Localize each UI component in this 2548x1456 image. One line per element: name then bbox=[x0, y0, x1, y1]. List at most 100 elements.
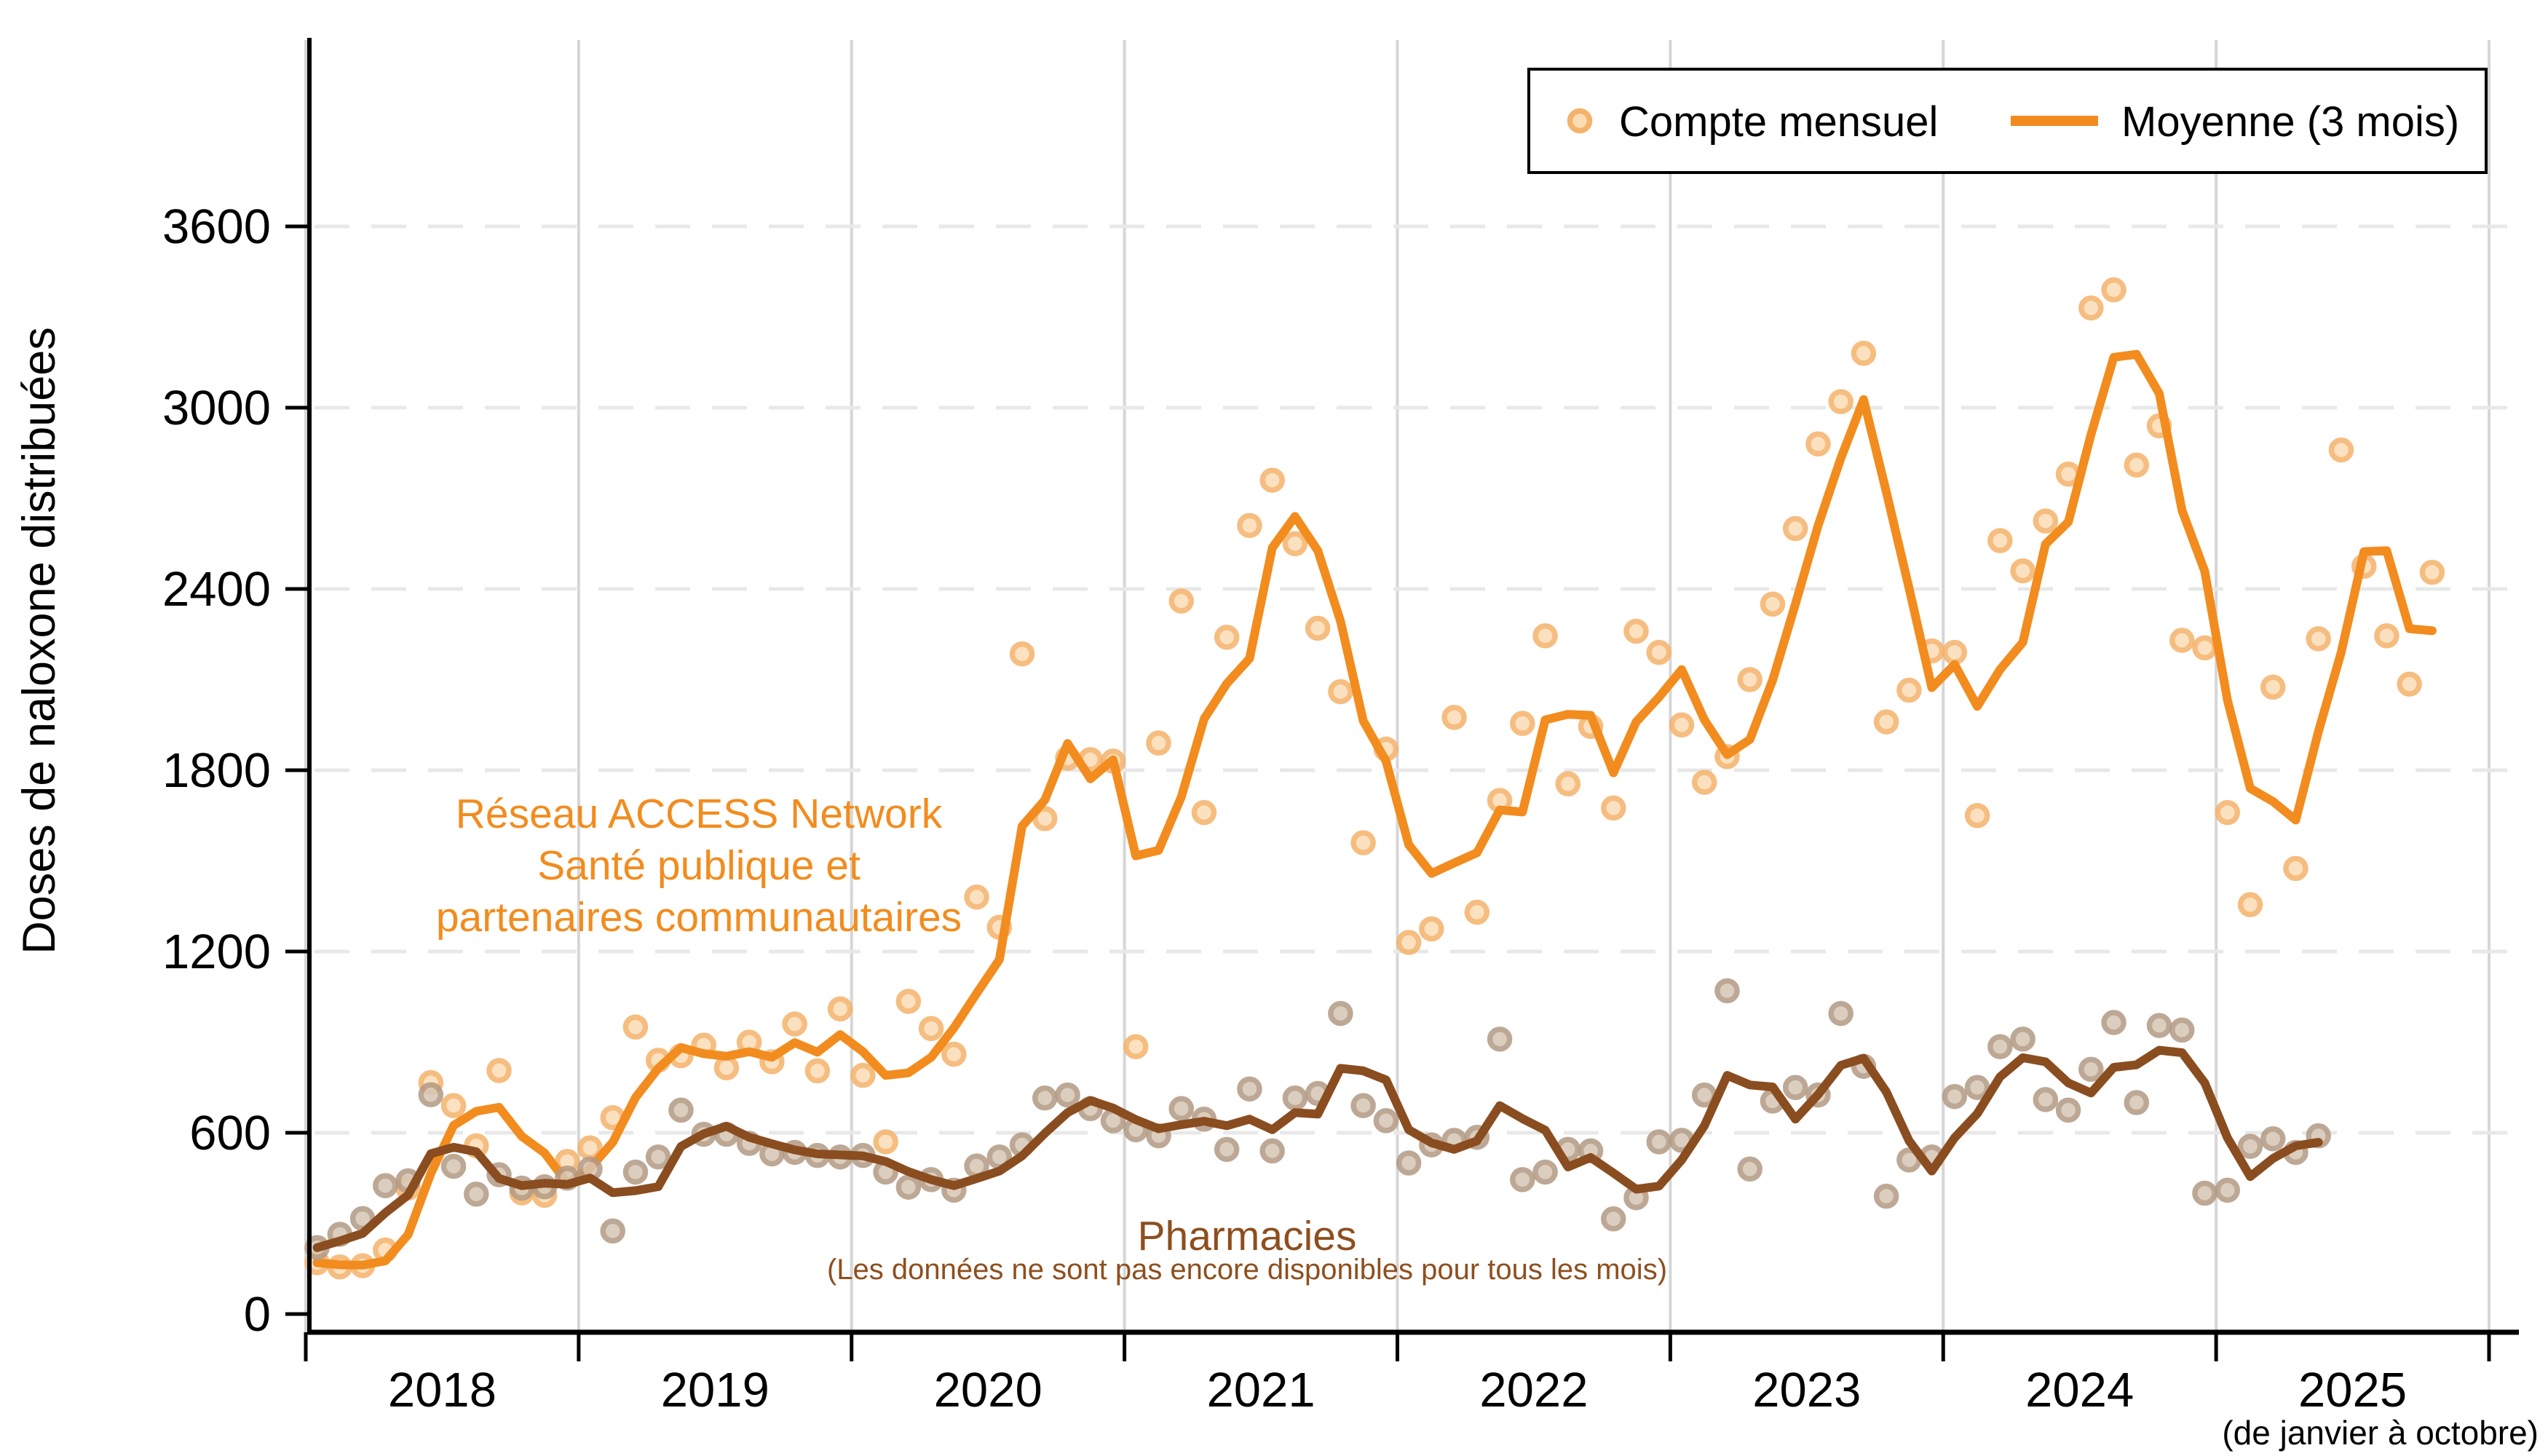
pharmacies-dot bbox=[2260, 1126, 2286, 1152]
pharmacies-dot bbox=[1055, 1082, 1080, 1108]
pharmacies-dot bbox=[1282, 1085, 1308, 1111]
legend-ma-label: Moyenne (3 mois) bbox=[2121, 98, 2459, 146]
y-tick-label-3000: 3000 bbox=[162, 381, 271, 435]
access-dot bbox=[1987, 528, 2013, 553]
access-dot bbox=[1441, 705, 1467, 730]
pharmacies-dot bbox=[668, 1097, 694, 1123]
access-dot bbox=[2010, 558, 2035, 584]
y-axis-title: Doses de naloxone distribuées bbox=[14, 327, 65, 954]
legend-monthly-label: Compte mensuel bbox=[1619, 98, 1938, 146]
pharmacies-dot bbox=[1373, 1108, 1399, 1133]
y-tick-label-0: 0 bbox=[244, 1287, 271, 1342]
pharmacies-dot bbox=[1737, 1156, 1762, 1182]
access-dot bbox=[1464, 899, 1490, 925]
access-dot bbox=[1237, 513, 1262, 539]
pharmacies-dot bbox=[2192, 1180, 2217, 1206]
access-dot bbox=[1305, 615, 1331, 641]
pharmacies-dot bbox=[2033, 1087, 2059, 1112]
access-dot bbox=[895, 989, 922, 1014]
access-dot bbox=[1760, 591, 1786, 617]
y-tick-label-3600: 3600 bbox=[162, 199, 271, 254]
pharmacies-dot bbox=[1873, 1183, 1899, 1209]
pharmacies-dot bbox=[2237, 1133, 2263, 1159]
pharmacies-dot bbox=[1942, 1083, 1968, 1109]
pharmacies-dot bbox=[1532, 1159, 1558, 1185]
y-tick-label-600: 600 bbox=[189, 1106, 271, 1160]
access-dot bbox=[1123, 1034, 1149, 1059]
pharmacies-dot bbox=[1350, 1093, 1376, 1118]
access-dot bbox=[1782, 515, 1808, 542]
year-label-2018: 2018 bbox=[388, 1363, 496, 1417]
access-dot bbox=[1396, 930, 1422, 955]
pharmacies-dot bbox=[1646, 1129, 1672, 1155]
access-dot bbox=[873, 1129, 898, 1155]
access-dot bbox=[1350, 830, 1376, 855]
pharmacies-dot bbox=[1987, 1034, 2013, 1059]
access-dot bbox=[1328, 678, 1353, 705]
access-dot bbox=[1805, 431, 1831, 457]
access-dot bbox=[1555, 771, 1581, 796]
access-dot bbox=[827, 996, 853, 1022]
pharmacies-dot bbox=[1714, 978, 1740, 1004]
access-dot bbox=[1828, 389, 1853, 414]
pharmacies-dot bbox=[1328, 1000, 1353, 1026]
access-dot bbox=[1532, 623, 1558, 649]
pharmacies-dot bbox=[418, 1082, 444, 1107]
access-dot bbox=[2124, 452, 2150, 478]
pharmacies-dot bbox=[1214, 1136, 1240, 1163]
access-dot bbox=[2397, 671, 2422, 697]
pharmacies-dot bbox=[1396, 1150, 1422, 1176]
pharmacies-dot bbox=[645, 1144, 671, 1170]
access-dot bbox=[1691, 769, 1717, 795]
access-dot bbox=[964, 885, 989, 910]
access-dot bbox=[2169, 628, 2195, 653]
access-annotation-line3: partenaires communautaires bbox=[436, 894, 962, 941]
pharmacies-dot bbox=[2215, 1177, 2240, 1203]
pharmacies-dot bbox=[1237, 1076, 1262, 1102]
year-label-2022: 2022 bbox=[1479, 1363, 1588, 1417]
pharmacies-dot bbox=[2146, 1013, 2172, 1038]
access-dot bbox=[1601, 795, 1626, 821]
access-dot bbox=[2306, 626, 2331, 652]
access-dot bbox=[1873, 709, 1899, 735]
year-label-2020: 2020 bbox=[934, 1363, 1042, 1417]
access-dot bbox=[2328, 437, 2354, 463]
pharmacies-dot bbox=[1487, 1026, 1513, 1052]
access-dot bbox=[2215, 799, 2240, 826]
y-tick-label-1800: 1800 bbox=[162, 743, 271, 798]
access-dot bbox=[1419, 916, 1444, 942]
legend-box bbox=[1527, 68, 2488, 174]
pharmacies-ma-line bbox=[312, 1045, 2323, 1252]
access-dot bbox=[2033, 508, 2059, 534]
access-dot bbox=[2237, 892, 2263, 917]
access-dot bbox=[486, 1058, 512, 1083]
pharmacies-dot bbox=[2124, 1090, 2150, 1115]
access-dot bbox=[1896, 677, 1922, 703]
access-dot bbox=[1168, 588, 1194, 614]
pharmacies-dot bbox=[1964, 1075, 1990, 1100]
access-dot bbox=[1032, 806, 1058, 831]
year-label-2021: 2021 bbox=[1207, 1363, 1315, 1417]
pharmacies-dot bbox=[622, 1159, 649, 1185]
access-dot bbox=[2078, 295, 2104, 321]
pharmacies-dot bbox=[2010, 1026, 2035, 1052]
data-layer bbox=[304, 277, 2445, 1280]
access-dot bbox=[713, 1055, 740, 1081]
access-dot bbox=[1737, 667, 1762, 692]
access-dot bbox=[1282, 531, 1308, 556]
pharmacies-dot bbox=[1510, 1167, 1535, 1192]
access-dot bbox=[1942, 639, 1968, 665]
pharmacies-dot bbox=[1828, 1000, 1853, 1026]
year-label-2025: 2025 bbox=[2298, 1363, 2407, 1417]
access-dot bbox=[1146, 730, 1171, 756]
legend-monthly-dot-icon bbox=[1567, 108, 1593, 134]
pharmacies-dot bbox=[2101, 1010, 2126, 1035]
pharmacies-dot bbox=[464, 1181, 489, 1207]
pharmacies-dot bbox=[1168, 1096, 1194, 1122]
axes-layer bbox=[285, 38, 2519, 1361]
access-dot bbox=[622, 1014, 649, 1040]
legend: Compte mensuel Moyenne (3 mois) bbox=[1527, 68, 2488, 174]
access-dot bbox=[1191, 799, 1217, 826]
access-dot bbox=[804, 1058, 831, 1084]
